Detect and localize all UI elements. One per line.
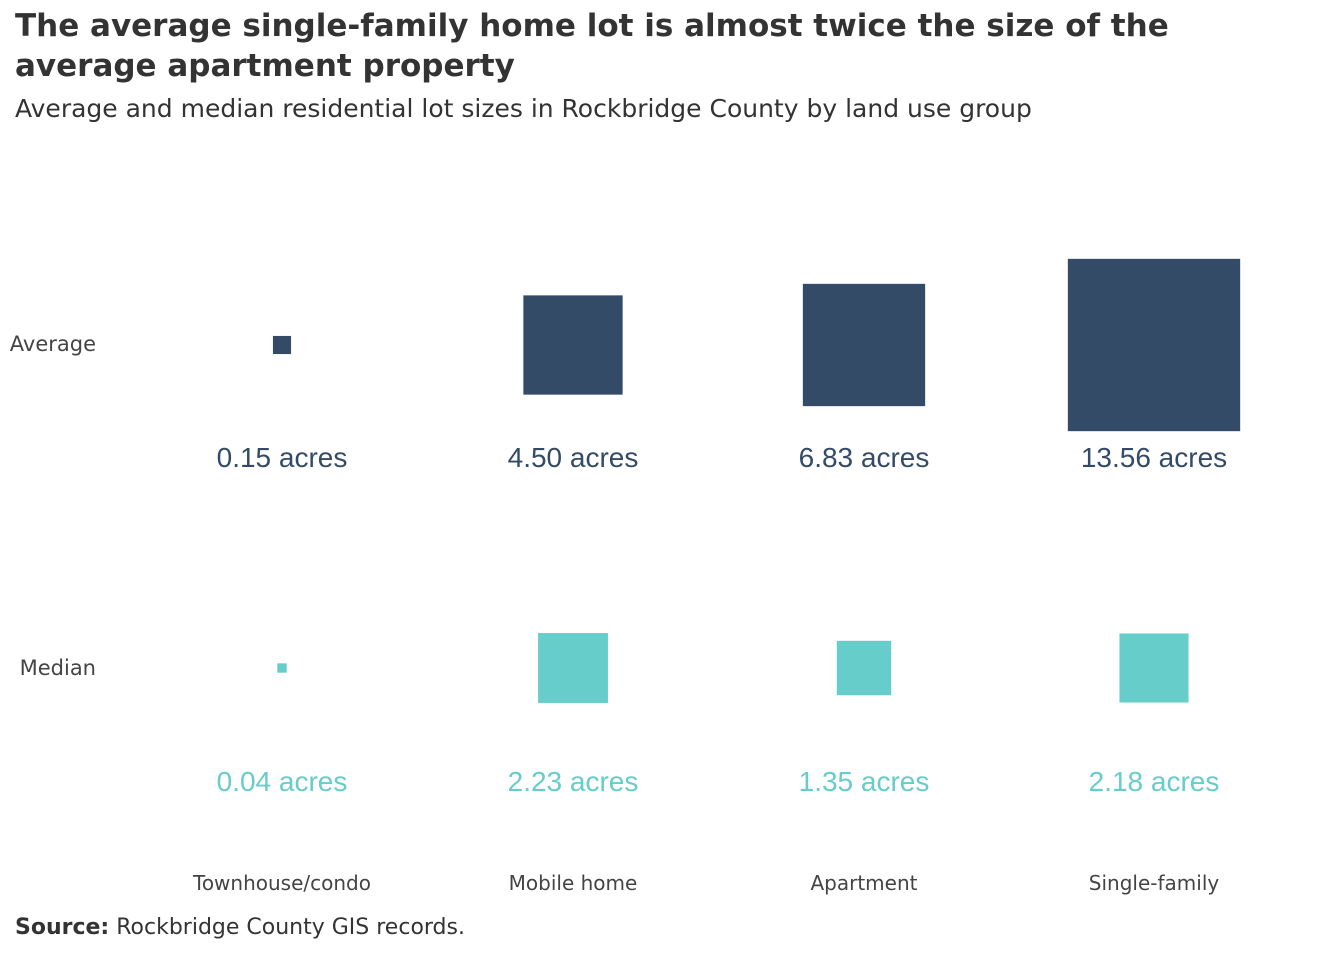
chart-subtitle: Average and median residential lot sizes… <box>15 94 1032 123</box>
category-label-3: Single-family <box>1089 871 1220 895</box>
square-average-0 <box>272 335 292 355</box>
value-label-average-2: 6.83 acres <box>799 442 930 473</box>
value-label-median-3: 2.18 acres <box>1089 766 1220 797</box>
value-label-average-0: 0.15 acres <box>217 442 348 473</box>
source-note: Source: Rockbridge County GIS records. <box>15 915 465 940</box>
value-label-median-2: 1.35 acres <box>799 766 930 797</box>
source-label: Source: <box>15 915 110 940</box>
row-label-median: Median <box>19 656 96 680</box>
value-label-average-3: 13.56 acres <box>1081 442 1227 473</box>
row-label-average: Average <box>9 332 96 356</box>
value-label-median-1: 2.23 acres <box>508 766 639 797</box>
square-median-2 <box>836 640 892 696</box>
square-median-0 <box>277 663 287 673</box>
square-average-1 <box>523 295 623 395</box>
category-label-1: Mobile home <box>509 871 638 895</box>
square-median-1 <box>538 633 608 703</box>
value-label-median-0: 0.04 acres <box>217 766 348 797</box>
square-average-3 <box>1067 258 1241 432</box>
square-median-3 <box>1119 633 1189 703</box>
category-label-0: Townhouse/condo <box>192 871 371 895</box>
category-label-2: Apartment <box>810 871 917 895</box>
source-text: Rockbridge County GIS records. <box>116 915 465 940</box>
chart-title: The average single-family home lot is al… <box>15 8 1169 84</box>
square-average-2 <box>802 283 926 407</box>
value-label-average-1: 4.50 acres <box>508 442 639 473</box>
